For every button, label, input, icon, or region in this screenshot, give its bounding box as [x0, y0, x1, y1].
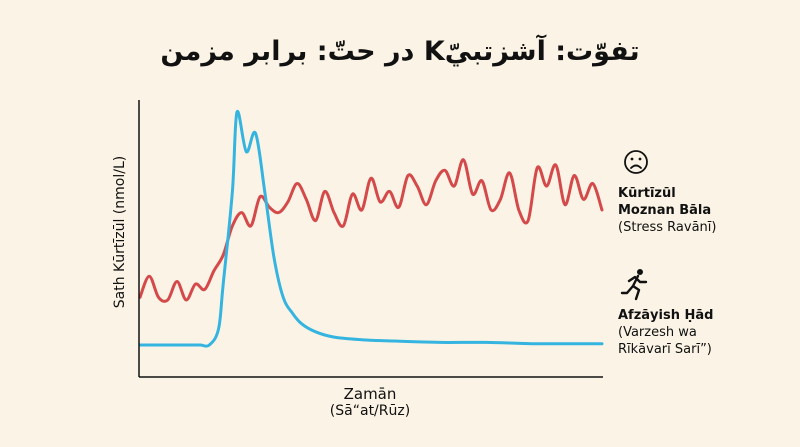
running-person-icon [620, 269, 648, 301]
legend-item-stress: Kūrtīzūl Moznan Bāla (Stress Ravānī) [618, 144, 716, 236]
legend-sublabel-exercise-line2: Rīkāvarī Sarī”) [618, 342, 712, 357]
legend-label-stress-line2: Moznan Bāla [618, 203, 712, 218]
x-axis-label: Zamān [343, 385, 397, 403]
sad-face-icon [624, 150, 648, 174]
series-line-stress [138, 158, 604, 303]
legend-label-exercise: Afzāyish Ḥād [618, 308, 714, 323]
series-line-exercise [138, 110, 604, 348]
chart-title: تفوّت: آشزتبيّK در حتّ: برابر مزمن [160, 36, 640, 67]
legend-sublabel-exercise-line1: (Varzesh wa [618, 325, 697, 340]
x-axis-label-block: Zamān (Sā“at/Rūz) [330, 386, 410, 420]
legend-label-stress-line1: Kūrtīzūl [618, 186, 676, 201]
series-layer [138, 110, 604, 348]
y-axis-label: Sath Kūrtīzūl (nmol/L) [112, 155, 128, 309]
legend-item-exercise: Afzāyish Ḥād (Varzesh wa Rīkāvarī Sarī”) [618, 266, 713, 358]
x-axis-sublabel: (Sā“at/Rūz) [329, 403, 411, 419]
legend-sublabel-stress: (Stress Ravānī) [618, 220, 717, 235]
